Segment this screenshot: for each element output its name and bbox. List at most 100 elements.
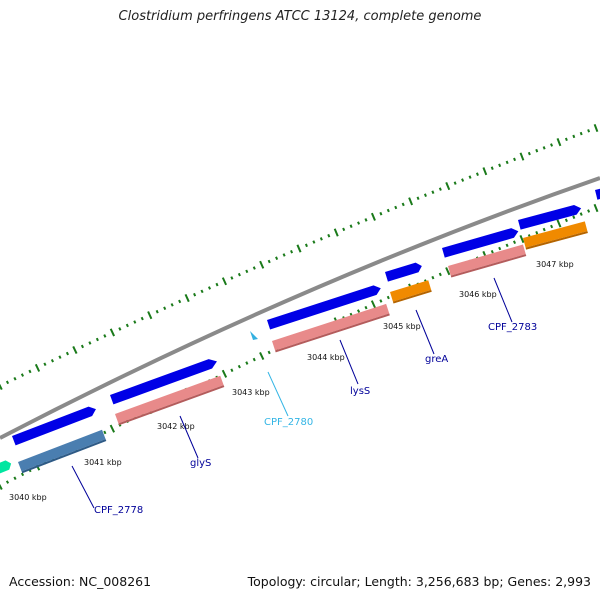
gene-label-grea[interactable]: greA bbox=[425, 354, 448, 365]
scale-tick bbox=[312, 240, 316, 244]
scale-tick bbox=[304, 243, 308, 248]
gene-next-orange bbox=[523, 221, 588, 250]
gene-cpf2780 bbox=[250, 331, 258, 340]
scale-tick bbox=[572, 215, 576, 219]
gene-cpf2783 bbox=[448, 244, 527, 278]
scale-label: 3045 kbp bbox=[383, 322, 421, 331]
scale-tick bbox=[408, 197, 414, 206]
scale-tick bbox=[163, 306, 167, 311]
scale-tick bbox=[490, 249, 494, 254]
gene-label-lyss[interactable]: lysS bbox=[350, 386, 370, 397]
gene-cpf2783-cds bbox=[442, 228, 519, 258]
scale-tick bbox=[542, 146, 546, 150]
scale-tick bbox=[342, 227, 346, 232]
scale-tick bbox=[431, 190, 435, 194]
scale-tick bbox=[416, 196, 420, 200]
scale-tick bbox=[282, 253, 286, 257]
scale-tick bbox=[221, 277, 228, 286]
gene-grea-cds bbox=[385, 262, 422, 282]
scale-tick bbox=[438, 187, 442, 191]
scale-tick bbox=[564, 218, 568, 223]
scale-tick bbox=[593, 123, 599, 133]
scale-tick bbox=[550, 143, 554, 147]
scale-tick bbox=[230, 368, 234, 373]
accession-info: Accession: NC_008261 bbox=[9, 574, 152, 589]
scale-tick bbox=[118, 327, 122, 331]
scale-label: 3043 kbp bbox=[232, 388, 270, 397]
scale-tick bbox=[252, 266, 256, 270]
scale-tick bbox=[88, 341, 92, 345]
gene-grea bbox=[390, 280, 432, 304]
scale-tick bbox=[20, 373, 25, 377]
scale-tick bbox=[498, 163, 502, 168]
scale-tick bbox=[370, 300, 377, 309]
scale-tick bbox=[512, 240, 517, 244]
scale-tick bbox=[505, 243, 509, 248]
scale-tick bbox=[147, 311, 153, 320]
scale-tick bbox=[140, 316, 144, 321]
scale-tick bbox=[453, 181, 457, 185]
scale-tick bbox=[178, 299, 182, 304]
gene-label-cpf2778[interactable]: CPF_2778 bbox=[94, 505, 143, 516]
scale-label: 3041 kbp bbox=[84, 458, 122, 467]
scale-tick bbox=[519, 235, 525, 244]
gene-track bbox=[0, 187, 600, 477]
gene-cpf2778 bbox=[18, 429, 107, 474]
scale-tick bbox=[327, 233, 331, 238]
scale-tick bbox=[237, 272, 241, 277]
scale-tick bbox=[498, 246, 502, 251]
gene-label-leaders bbox=[71, 277, 513, 509]
scale-tick bbox=[475, 172, 479, 176]
scale-tick bbox=[133, 320, 137, 324]
scale-tick bbox=[401, 202, 405, 207]
scale-tick bbox=[95, 337, 99, 342]
scale-tick bbox=[5, 480, 10, 484]
scale-tick bbox=[482, 167, 488, 176]
scale-tick bbox=[207, 286, 212, 290]
genome-backbone bbox=[0, 176, 600, 440]
scale-tick bbox=[542, 227, 546, 232]
scale-tick bbox=[245, 361, 249, 365]
scale-tick bbox=[13, 476, 17, 481]
scale-tick bbox=[431, 275, 435, 280]
scale-tick bbox=[357, 221, 361, 225]
scale-tick bbox=[461, 178, 465, 182]
gene-label-glys[interactable]: glyS bbox=[190, 458, 211, 469]
gene-glys-cds bbox=[110, 359, 217, 405]
scale-label: 3044 kbp bbox=[307, 353, 345, 362]
scale-tick bbox=[5, 380, 10, 385]
gene-next-cds bbox=[518, 204, 582, 230]
scale-label: 3040 kbp bbox=[9, 493, 47, 502]
scale-tick bbox=[593, 203, 599, 213]
gene-lyss bbox=[272, 303, 390, 353]
scale-tick bbox=[109, 328, 116, 337]
scale-tick bbox=[356, 309, 361, 313]
scale-tick bbox=[556, 138, 562, 147]
scale-tick bbox=[564, 137, 568, 142]
gene-label-cpf2780[interactable]: CPF_2780 bbox=[264, 417, 313, 428]
scale-tick bbox=[550, 224, 554, 229]
scale-tick bbox=[379, 299, 383, 303]
scale-tick bbox=[513, 157, 517, 162]
scale-tick bbox=[50, 358, 55, 363]
gene-cpf2778-cds bbox=[12, 406, 96, 446]
scale-tick bbox=[200, 289, 204, 294]
scale-tick bbox=[259, 351, 265, 361]
scale-tick bbox=[43, 362, 47, 367]
outer-tick-row bbox=[0, 123, 599, 391]
scale-tick bbox=[58, 355, 62, 359]
gene-edge-cds bbox=[595, 187, 600, 200]
gene-label-cpf2783[interactable]: CPF_2783 bbox=[488, 322, 537, 333]
scale-tick bbox=[34, 363, 41, 372]
scale-tick bbox=[0, 383, 3, 391]
scale-label: 3047 kbp bbox=[536, 260, 574, 269]
scale-tick bbox=[370, 212, 376, 221]
scale-label: 3042 kbp bbox=[157, 422, 195, 431]
scale-tick bbox=[519, 152, 525, 161]
map-title: Clostridium perfringens ATCC 13124, comp… bbox=[118, 9, 482, 24]
scale-tick bbox=[28, 369, 32, 374]
scale-tick bbox=[468, 175, 472, 179]
scale-tick bbox=[423, 193, 427, 197]
scale-tick bbox=[579, 212, 583, 216]
